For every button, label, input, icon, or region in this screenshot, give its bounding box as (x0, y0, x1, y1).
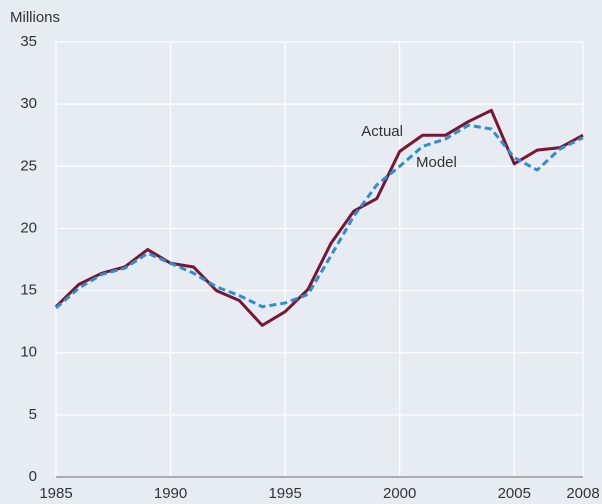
y-tick-label: 10 (20, 344, 37, 361)
series-label: Model (416, 154, 457, 171)
y-tick-label: 15 (20, 282, 37, 299)
x-tick-label: 1995 (268, 485, 301, 502)
y-tick-label: 30 (20, 95, 37, 112)
y-tick-label: 35 (20, 33, 37, 50)
x-tick-label: 2005 (498, 485, 531, 502)
series-label: Actual (361, 123, 403, 140)
y-tick-label: 5 (29, 406, 37, 423)
x-tick-label: 2008 (566, 485, 599, 502)
y-tick-label: 20 (20, 219, 37, 236)
y-tick-label: 0 (29, 468, 37, 485)
x-tick-label: 1990 (154, 485, 187, 502)
y-tick-label: 25 (20, 157, 37, 174)
series-line (55, 123, 584, 310)
x-tick-label: 2000 (383, 485, 416, 502)
x-tick-label: 1985 (39, 485, 72, 502)
series-line (54, 108, 584, 327)
y-axis-label: Millions (10, 9, 60, 26)
